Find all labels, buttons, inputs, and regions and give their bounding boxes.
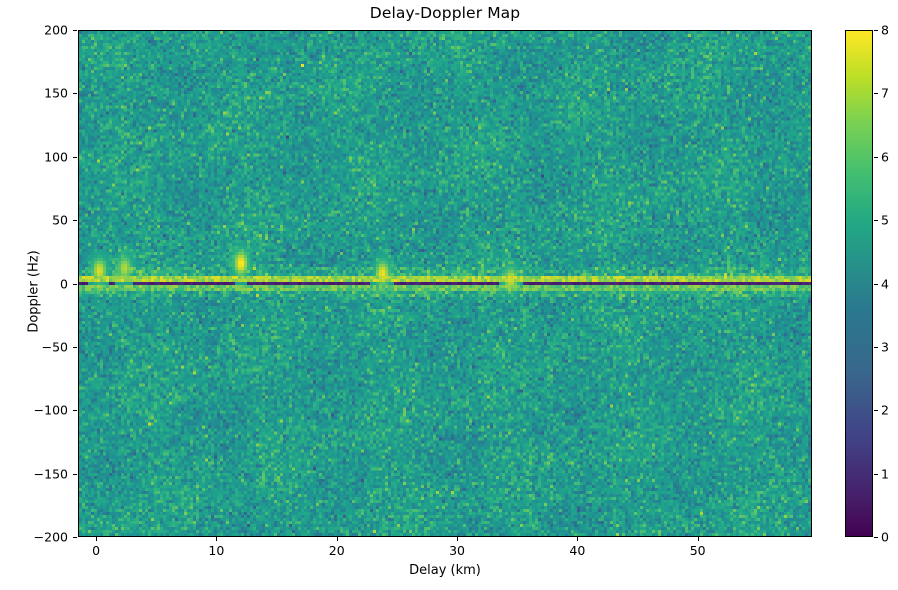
colorbar-tick-label: 0 bbox=[881, 529, 889, 545]
heatmap-image bbox=[79, 31, 811, 536]
x-tick-label: 50 bbox=[689, 543, 706, 558]
x-tick-label: 20 bbox=[328, 543, 345, 558]
x-tick bbox=[577, 537, 579, 541]
y-tick bbox=[73, 156, 77, 158]
y-tick bbox=[73, 93, 77, 95]
y-axis-label: Doppler (Hz) bbox=[26, 250, 42, 333]
x-tick bbox=[697, 537, 699, 541]
colorbar-tick-label: 1 bbox=[881, 466, 889, 482]
colorbar-tick bbox=[874, 346, 878, 348]
colorbar-tick bbox=[874, 220, 878, 222]
colorbar-tick-label: 5 bbox=[881, 212, 889, 228]
colorbar-tick-label: 3 bbox=[881, 339, 889, 355]
x-axis-label: Delay (km) bbox=[409, 563, 481, 578]
colorbar-tick bbox=[874, 537, 878, 539]
delay-doppler-heatmap-axes[interactable] bbox=[78, 30, 812, 537]
colorbar-tick-label: 6 bbox=[881, 149, 889, 165]
y-tick-label: −50 bbox=[41, 339, 68, 355]
y-tick bbox=[73, 346, 77, 348]
colorbar-tick bbox=[874, 473, 878, 475]
page-title: Delay-Doppler Map bbox=[369, 4, 521, 22]
x-tick-label: 30 bbox=[449, 543, 465, 558]
colorbar-tick-label: 7 bbox=[881, 85, 889, 101]
y-tick-label: 150 bbox=[44, 85, 68, 101]
y-tick-label: −200 bbox=[33, 529, 68, 545]
x-tick bbox=[96, 537, 98, 541]
y-tick-label: −150 bbox=[33, 466, 68, 482]
x-tick bbox=[216, 537, 218, 541]
y-tick bbox=[73, 30, 77, 32]
y-tick bbox=[73, 283, 77, 285]
colorbar-tick bbox=[874, 410, 878, 412]
y-tick-label: 100 bbox=[44, 149, 68, 165]
heatmap-pixels bbox=[79, 31, 811, 536]
y-tick-label: 200 bbox=[44, 22, 68, 38]
colorbar-tick bbox=[874, 30, 878, 32]
x-tick-label: 10 bbox=[208, 543, 225, 558]
y-tick-label: 50 bbox=[52, 212, 68, 228]
colorbar-tick bbox=[874, 283, 878, 285]
x-tick-label: 40 bbox=[569, 543, 586, 558]
colorbar-tick bbox=[874, 156, 878, 158]
y-tick bbox=[73, 220, 77, 222]
y-tick bbox=[73, 473, 77, 475]
colorbar[interactable] bbox=[845, 30, 873, 537]
colorbar-tick-label: 8 bbox=[881, 22, 889, 38]
x-tick-label: 0 bbox=[92, 543, 101, 558]
y-tick bbox=[73, 410, 77, 412]
x-tick bbox=[336, 537, 338, 541]
y-tick-label: −100 bbox=[33, 402, 68, 418]
y-tick bbox=[73, 537, 77, 539]
colorbar-tick-label: 4 bbox=[881, 276, 889, 291]
y-tick-label: 0 bbox=[60, 276, 68, 291]
colorbar-tick-label: 2 bbox=[881, 402, 889, 418]
x-tick bbox=[457, 537, 459, 541]
colorbar-tick bbox=[874, 93, 878, 95]
